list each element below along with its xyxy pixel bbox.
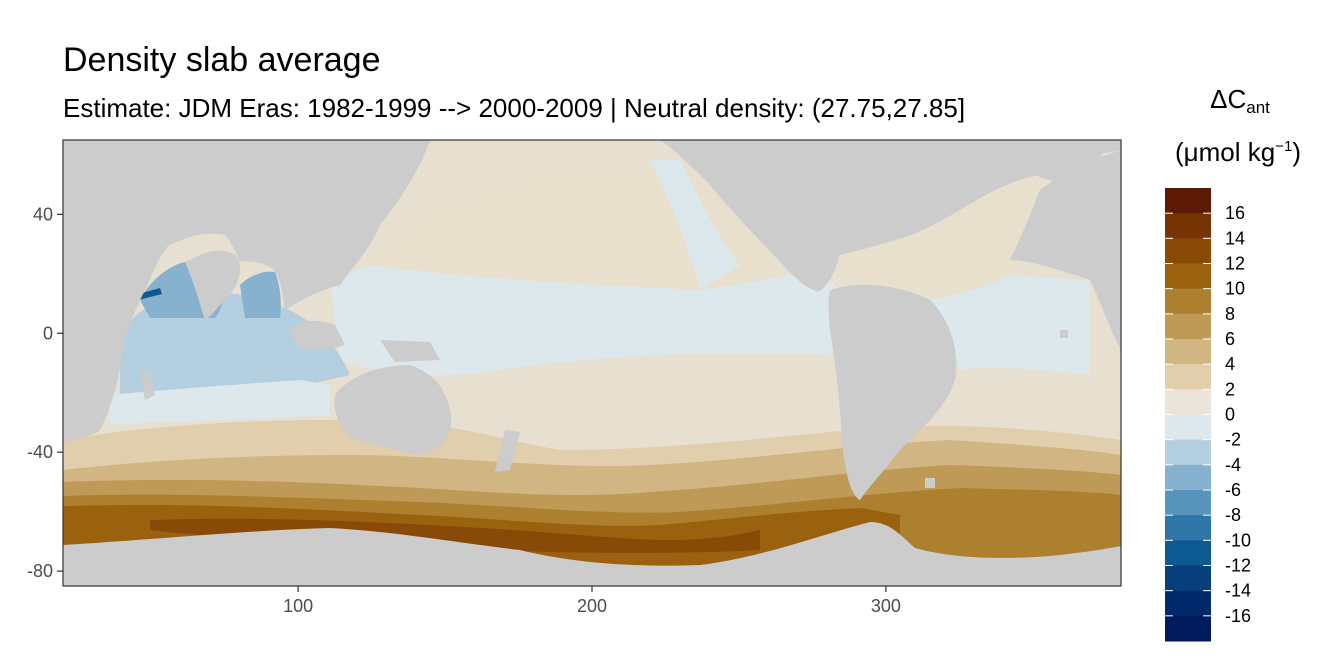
legend-label: 8 — [1225, 304, 1235, 324]
legend-swatch — [1165, 364, 1211, 390]
legend-swatch — [1165, 590, 1211, 617]
legend-swatch — [1165, 213, 1211, 239]
legend-label: 14 — [1225, 228, 1245, 248]
legend-label: 12 — [1225, 254, 1245, 274]
x-tick-label: 200 — [577, 596, 607, 616]
legend-swatch — [1165, 389, 1211, 415]
legend-swatch — [1165, 288, 1211, 315]
legend-unit-sup: −1 — [1275, 138, 1293, 155]
legend-swatch — [1165, 188, 1211, 214]
legend-label: -2 — [1225, 430, 1241, 450]
legend-label: -4 — [1225, 455, 1241, 475]
bay-of-bengal-field — [240, 271, 281, 318]
south-band-14 — [150, 518, 760, 553]
legend-label: 10 — [1225, 279, 1245, 299]
madagascar-land — [140, 370, 155, 400]
legend-unit: (μmol kg−1) — [1158, 137, 1318, 168]
legend-unit-prefix: (μmol kg — [1175, 137, 1276, 167]
australia-land — [334, 365, 452, 455]
x-tick-label: 300 — [871, 596, 901, 616]
new-guinea-land — [380, 340, 440, 362]
legend-swatch — [1165, 414, 1211, 441]
legend-label: -8 — [1225, 505, 1241, 525]
legend-swatch — [1165, 515, 1211, 541]
legend-label: -14 — [1225, 581, 1251, 601]
legend-swatch — [1165, 565, 1211, 592]
legend-label: 0 — [1225, 405, 1235, 425]
legend-label: -10 — [1225, 530, 1251, 550]
legend-label: 6 — [1225, 329, 1235, 349]
indian-ocean-south-light — [110, 380, 330, 425]
legend-unit-suffix: ) — [1292, 137, 1301, 167]
map-panel — [63, 140, 1121, 586]
legend-label: 4 — [1225, 354, 1235, 374]
legend-swatch — [1165, 615, 1211, 642]
antarctica-land — [63, 522, 1121, 586]
legend-label: -6 — [1225, 480, 1241, 500]
chart-subtitle: Estimate: JDM Eras: 1982-1999 --> 2000-2… — [63, 93, 966, 123]
legend-title: ΔCant — [1160, 84, 1320, 118]
x-axis: 100 200 300 — [283, 586, 901, 616]
legend-label: 2 — [1225, 379, 1235, 399]
south-america-land — [828, 284, 957, 500]
legend-label: -16 — [1225, 606, 1251, 626]
x-tick-label: 100 — [283, 596, 313, 616]
y-tick-label: 0 — [43, 323, 53, 343]
europe-land — [1010, 150, 1121, 350]
tropical-atlantic-field — [930, 275, 1090, 375]
legend-swatch — [1165, 238, 1211, 264]
legend-title-sub: ant — [1246, 98, 1270, 117]
y-tick-label: 40 — [33, 204, 53, 224]
legend-swatch — [1165, 339, 1211, 365]
legend-label: 16 — [1225, 203, 1245, 223]
legend-label: -12 — [1225, 556, 1251, 576]
atlantic-island-a — [925, 478, 935, 488]
legend-swatch — [1165, 439, 1211, 466]
asia-land — [120, 140, 430, 310]
legend-swatch — [1165, 490, 1211, 516]
y-axis: 40 0 -40 -80 — [27, 204, 63, 581]
maritime-continent-land — [290, 320, 345, 350]
legend-title-main: ΔC — [1210, 84, 1247, 114]
legend-swatch — [1165, 464, 1211, 491]
north-america-land — [660, 140, 1121, 292]
y-tick-label: -80 — [27, 561, 53, 581]
new-zealand-land — [495, 430, 520, 472]
legend-colorbar: 16 14 12 10 8 6 4 2 0 -2 -4 -6 -8 -10 -12 -14 -16 — [1165, 188, 1251, 642]
tropical-pacific-field — [330, 265, 855, 376]
legend-swatch — [1165, 313, 1211, 340]
tropical-pacific-north-tongue — [650, 160, 740, 290]
legend-swatch — [1165, 263, 1211, 290]
india-land — [185, 250, 241, 320]
y-tick-label: -40 — [27, 442, 53, 462]
red-sea-patch — [135, 288, 162, 300]
atlantic-island-b — [1060, 330, 1068, 338]
legend-swatch — [1165, 540, 1211, 566]
chart-title: Density slab average — [63, 41, 381, 79]
